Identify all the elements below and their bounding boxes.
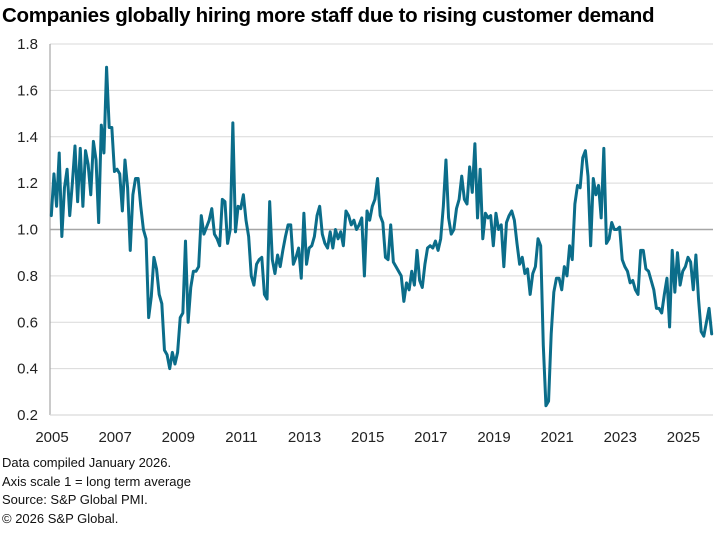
x-tick-label: 2023	[604, 429, 637, 446]
footer-source: Source: S&P Global PMI.	[2, 492, 148, 507]
x-tick-label: 2009	[162, 429, 195, 446]
data-points	[51, 67, 711, 406]
x-tick-label: 2021	[540, 429, 573, 446]
footer-compiled-note: Data compiled January 2026.	[2, 455, 172, 470]
x-tick-label: 2005	[35, 429, 68, 446]
x-tick-label: 2019	[477, 429, 510, 446]
series-line	[49, 65, 714, 408]
y-tick-label: 0.4	[17, 361, 38, 378]
gridlines	[50, 43, 713, 370]
y-tick-label: 0.6	[17, 314, 38, 331]
y-tick-label: 0.8	[17, 268, 38, 285]
footer-axis-note: Axis scale 1 = long term average	[2, 473, 191, 489]
y-tick-label: 1.2	[17, 175, 38, 192]
chart-footer: Data compiled January 2026. Axis scale 1…	[2, 454, 191, 528]
x-tick-label: 2013	[288, 429, 321, 446]
x-axis-ticks: 2005 2007 2009 2011 2013 2015 2017 2019 2021 2023…	[35, 429, 700, 446]
y-tick-label: 0.2	[17, 407, 38, 424]
x-tick-label: 2017	[414, 429, 447, 446]
footer-copyright: © 2026 S&P Global.	[2, 510, 119, 526]
x-tick-label: 2015	[351, 429, 384, 446]
y-tick-label: 1.8	[17, 36, 38, 53]
x-tick-label: 2011	[225, 429, 257, 446]
x-tick-label: 2007	[98, 429, 131, 446]
chart-title: Companies globally hiring more staff due…	[2, 4, 655, 27]
y-tick-label: 1.4	[17, 129, 38, 146]
y-tick-label: 1.6	[17, 82, 38, 99]
y-tick-label: 1.0	[17, 222, 38, 239]
x-tick-label: 2025	[667, 429, 700, 446]
line-chart: 0.2 0.4 0.6 0.8 1.0 1.2 1.4 1.6 1.8 2005 2007 2009…	[17, 36, 714, 446]
y-axis-ticks: 0.2 0.4 0.6 0.8 1.0 1.2 1.4 1.6 1.8	[17, 36, 38, 424]
